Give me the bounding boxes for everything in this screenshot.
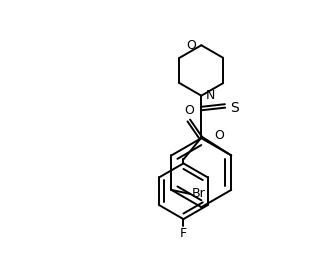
Text: O: O bbox=[184, 104, 194, 117]
Text: Br: Br bbox=[191, 188, 205, 200]
Text: O: O bbox=[214, 129, 224, 142]
Text: S: S bbox=[230, 101, 239, 115]
Text: N: N bbox=[205, 89, 215, 102]
Text: O: O bbox=[187, 39, 197, 52]
Text: F: F bbox=[180, 227, 187, 240]
